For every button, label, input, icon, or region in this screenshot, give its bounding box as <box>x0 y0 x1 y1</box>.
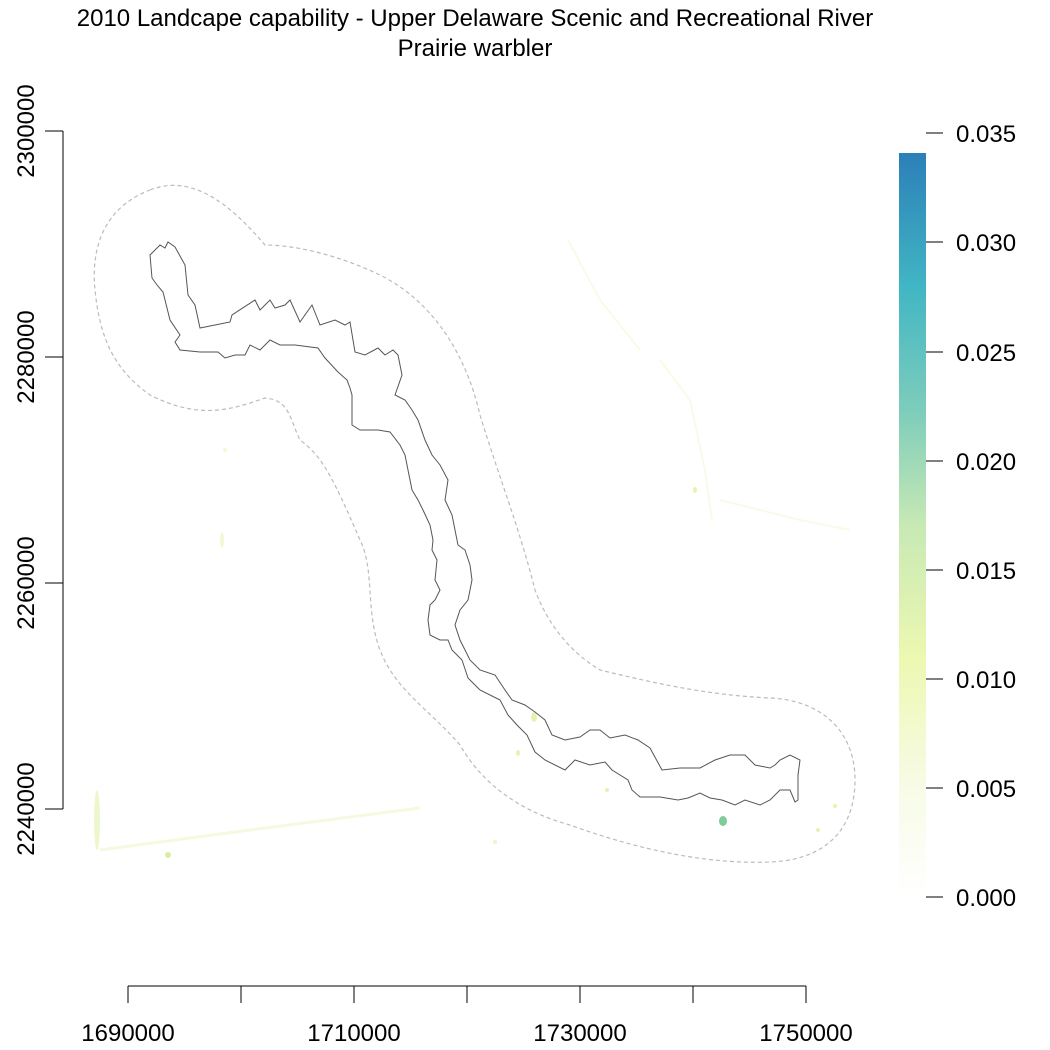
buffer-boundary <box>93 184 856 863</box>
y-axis: 2300000 2280000 2260000 2240000 <box>13 84 64 856</box>
legend-tick-label: 0.035 <box>956 121 1016 148</box>
legend-tick-label: 0.015 <box>956 558 1016 585</box>
map-subtitle: Prairie warbler <box>397 35 553 62</box>
legend-tick-label: 0.000 <box>956 885 1016 912</box>
x-tick-label: 1730000 <box>533 1020 626 1047</box>
x-tick-label: 1690000 <box>81 1020 174 1047</box>
y-tick-label: 2280000 <box>13 310 40 403</box>
legend-tick-label: 0.030 <box>956 230 1016 257</box>
y-tick-label: 2260000 <box>13 536 40 629</box>
capability-raster <box>94 239 851 858</box>
x-tick-label: 1750000 <box>759 1020 852 1047</box>
legend-tick-label: 0.020 <box>956 449 1016 476</box>
x-tick-label: 1710000 <box>307 1020 400 1047</box>
legend-colorbar: 0.035 0.030 0.025 0.020 0.015 0.010 0.00… <box>899 121 1016 912</box>
river-boundary <box>149 241 801 806</box>
y-tick-label: 2300000 <box>13 84 40 177</box>
legend-tick-label: 0.025 <box>956 340 1016 367</box>
legend-tick-label: 0.010 <box>956 667 1016 694</box>
y-tick-label: 2240000 <box>13 762 40 855</box>
legend-tick-label: 0.005 <box>956 776 1016 803</box>
map-title: 2010 Landcape capability - Upper Delawar… <box>76 5 874 32</box>
x-axis: 1690000 1710000 1730000 1750000 <box>81 985 853 1047</box>
